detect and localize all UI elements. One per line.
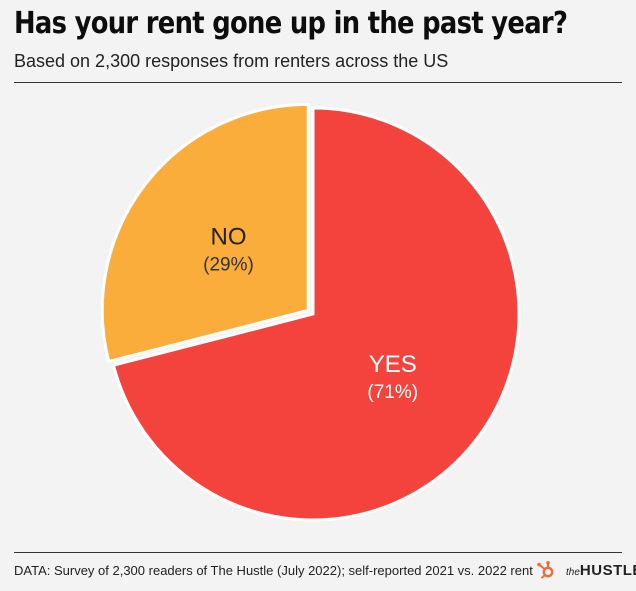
page-title: Has your rent gone up in the past year? <box>14 6 568 41</box>
pie-slice-no <box>100 102 310 364</box>
pie-slice-yes <box>111 106 521 522</box>
logo-the: the <box>566 567 580 578</box>
logo-hustle: HUSTLE <box>579 562 636 579</box>
page-subtitle: Based on 2,300 responses from renters ac… <box>14 51 449 71</box>
the-hustle-logo: theHUSTLE <box>566 562 636 580</box>
slice-percent-yes: (71%) <box>367 382 418 403</box>
bottom-divider <box>14 552 622 553</box>
slice-label-no: NO <box>211 223 247 250</box>
slice-label-yes: YES <box>369 351 417 378</box>
pie-labels: YES (71%) NO (29%) <box>203 223 418 402</box>
pie-slices <box>100 102 521 522</box>
source-note: DATA: Survey of 2,300 readers of The Hus… <box>14 563 533 578</box>
top-divider <box>14 82 622 83</box>
pie-chart: YES (71%) NO (29%) <box>100 102 521 522</box>
slice-percent-no: (29%) <box>203 254 254 275</box>
hubspot-logo-icon <box>537 561 554 579</box>
